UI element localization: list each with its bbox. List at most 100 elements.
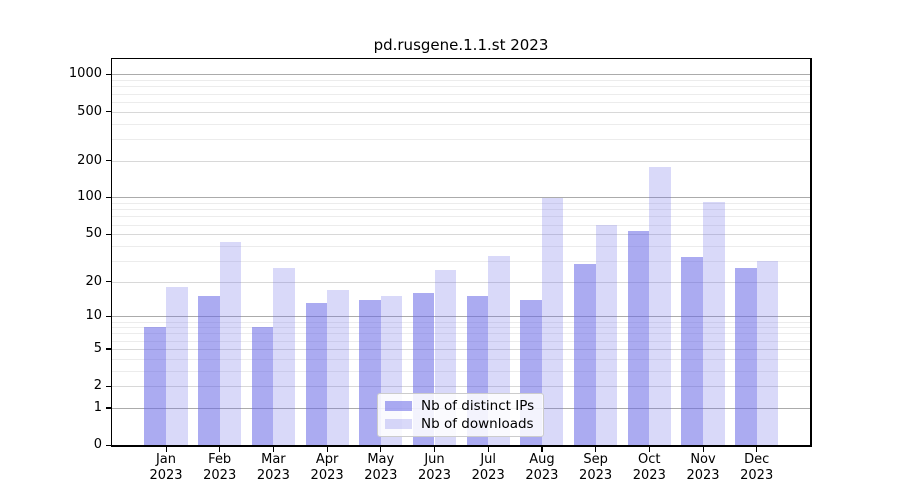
y-tick-label: 1000 bbox=[68, 66, 102, 82]
x-tick-mark bbox=[434, 447, 436, 452]
gridline-minor bbox=[112, 370, 810, 372]
gridline-minor bbox=[112, 123, 810, 125]
x-tick-label-may: May 2023 bbox=[364, 452, 398, 483]
gridline-minor bbox=[112, 281, 810, 283]
x-tick-mark bbox=[487, 447, 489, 452]
x-tick-mark bbox=[595, 447, 597, 452]
y-tick-label: 5 bbox=[93, 340, 102, 356]
gridline-minor bbox=[112, 111, 810, 113]
y-tick-mark bbox=[106, 348, 111, 350]
gridline-minor bbox=[112, 160, 810, 162]
gridline-minor bbox=[112, 358, 810, 360]
x-tick-mark bbox=[326, 447, 328, 452]
x-tick-mark bbox=[541, 447, 543, 452]
bar-nb-of-distinct-ips-oct bbox=[627, 231, 650, 445]
gridline-minor bbox=[112, 386, 810, 388]
legend-swatch-downloads-icon bbox=[385, 419, 412, 429]
bar-nb-of-distinct-ips-dec bbox=[735, 268, 757, 445]
axis-spine-right bbox=[810, 57, 812, 447]
axis-spine-left bbox=[110, 57, 112, 447]
gridline-minor bbox=[112, 80, 810, 82]
gridline-minor bbox=[112, 245, 810, 247]
gridline-minor bbox=[112, 209, 810, 211]
axis-spine-bottom bbox=[110, 445, 812, 447]
legend-item-downloads: Nb of downloads bbox=[385, 415, 536, 433]
gridline-minor bbox=[112, 260, 810, 262]
x-tick-label-jan: Jan 2023 bbox=[149, 452, 183, 483]
x-tick-label-jul: Jul 2023 bbox=[471, 452, 505, 483]
bar-nb-of-distinct-ips-feb bbox=[198, 296, 220, 445]
y-tick-mark bbox=[106, 160, 111, 162]
bar-nb-of-downloads-sep bbox=[595, 224, 618, 445]
bar-nb-of-downloads-apr bbox=[327, 289, 349, 445]
legend-label-distinct-ips: Nb of distinct IPs bbox=[421, 398, 535, 414]
bar-nb-of-distinct-ips-may bbox=[359, 299, 381, 445]
y-tick-mark bbox=[106, 73, 111, 76]
gridline-minor bbox=[112, 138, 810, 140]
y-tick-label: 1 bbox=[93, 399, 102, 415]
y-tick-mark bbox=[106, 385, 111, 387]
y-tick-mark bbox=[106, 315, 111, 318]
y-tick-label: 200 bbox=[77, 152, 102, 168]
y-tick-mark bbox=[106, 407, 111, 409]
y-tick-label: 10 bbox=[85, 308, 102, 324]
legend-swatch-distinct-ips-icon bbox=[385, 401, 412, 411]
gridline-major bbox=[112, 316, 810, 318]
y-tick-label: 50 bbox=[85, 226, 102, 242]
x-tick-label-dec: Dec 2023 bbox=[740, 452, 774, 483]
y-tick-label: 0 bbox=[93, 437, 102, 452]
gridline-minor bbox=[112, 321, 810, 323]
gridline-minor bbox=[112, 216, 810, 218]
legend: Nb of distinct IPs Nb of downloads bbox=[377, 393, 544, 437]
legend-label-downloads: Nb of downloads bbox=[421, 416, 534, 432]
bar-nb-of-downloads-oct bbox=[649, 167, 671, 445]
bar-nb-of-distinct-ips-mar bbox=[251, 327, 274, 445]
gridline-minor bbox=[112, 203, 810, 205]
gridline-minor bbox=[112, 234, 810, 236]
y-tick-mark bbox=[106, 444, 111, 446]
bar-nb-of-downloads-dec bbox=[756, 260, 779, 445]
bar-nb-of-downloads-aug bbox=[541, 198, 564, 445]
bar-nb-of-distinct-ips-nov bbox=[681, 257, 703, 445]
x-tick-mark bbox=[272, 447, 275, 452]
x-tick-label-aug: Aug 2023 bbox=[525, 452, 559, 483]
gridline-minor bbox=[112, 93, 810, 95]
x-tick-label-oct: Oct 2023 bbox=[632, 452, 666, 483]
x-tick-label-jun: Jun 2023 bbox=[417, 452, 452, 483]
legend-item-distinct-ips: Nb of distinct IPs bbox=[385, 397, 536, 415]
y-tick-label: 2 bbox=[93, 378, 102, 394]
x-tick-label-nov: Nov 2023 bbox=[686, 452, 720, 483]
bar-nb-of-downloads-jan bbox=[166, 287, 188, 445]
y-tick-mark bbox=[106, 281, 111, 283]
x-tick-label-apr: Apr 2023 bbox=[310, 452, 344, 483]
y-tick-mark bbox=[106, 111, 111, 113]
bar-nb-of-distinct-ips-apr bbox=[305, 303, 328, 445]
y-tick-label: 100 bbox=[77, 189, 102, 205]
gridline-minor bbox=[112, 101, 810, 103]
x-tick-label-mar: Mar 2023 bbox=[256, 452, 290, 483]
x-tick-mark bbox=[756, 447, 758, 452]
y-tick-label: 500 bbox=[77, 103, 102, 119]
bar-nb-of-downloads-mar bbox=[273, 268, 295, 445]
gridline-minor bbox=[112, 333, 810, 335]
gridline-minor bbox=[112, 340, 810, 342]
x-tick-mark bbox=[380, 447, 382, 452]
gridline-minor bbox=[112, 224, 810, 226]
axis-spine-top bbox=[110, 57, 812, 59]
x-tick-label-sep: Sep 2023 bbox=[579, 452, 613, 483]
gridline-minor bbox=[112, 327, 810, 329]
x-tick-mark bbox=[165, 447, 167, 452]
x-tick-mark bbox=[702, 447, 704, 452]
gridline-major bbox=[112, 197, 810, 199]
y-tick-mark bbox=[106, 233, 111, 235]
bar-nb-of-downloads-feb bbox=[219, 242, 242, 445]
x-tick-mark bbox=[219, 447, 221, 452]
bar-nb-of-distinct-ips-jan bbox=[144, 327, 166, 445]
bar-nb-of-distinct-ips-sep bbox=[574, 264, 596, 445]
x-tick-mark bbox=[648, 447, 650, 452]
chart-title: pd.rusgene.1.1.st 2023 bbox=[373, 36, 549, 54]
bar-nb-of-downloads-nov bbox=[703, 202, 725, 445]
y-tick-mark bbox=[106, 196, 111, 199]
gridline-minor bbox=[112, 348, 810, 350]
